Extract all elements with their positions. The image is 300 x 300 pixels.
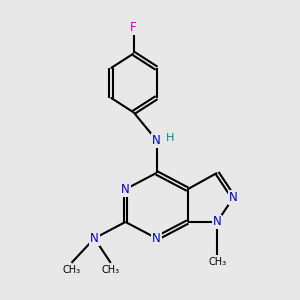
Text: CH₃: CH₃: [102, 265, 120, 275]
Text: N: N: [152, 232, 161, 245]
Text: N: N: [229, 191, 238, 204]
Text: CH₃: CH₃: [62, 265, 80, 275]
Text: N: N: [121, 183, 130, 196]
Text: F: F: [130, 21, 137, 34]
Text: CH₃: CH₃: [208, 257, 226, 267]
Text: H: H: [166, 133, 175, 142]
Text: N: N: [90, 232, 99, 245]
Text: N: N: [152, 134, 161, 147]
Text: N: N: [213, 215, 221, 229]
